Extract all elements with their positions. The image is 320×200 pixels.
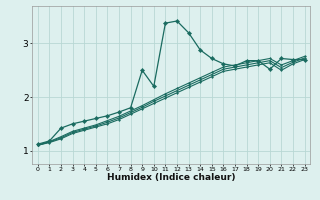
X-axis label: Humidex (Indice chaleur): Humidex (Indice chaleur)	[107, 173, 236, 182]
